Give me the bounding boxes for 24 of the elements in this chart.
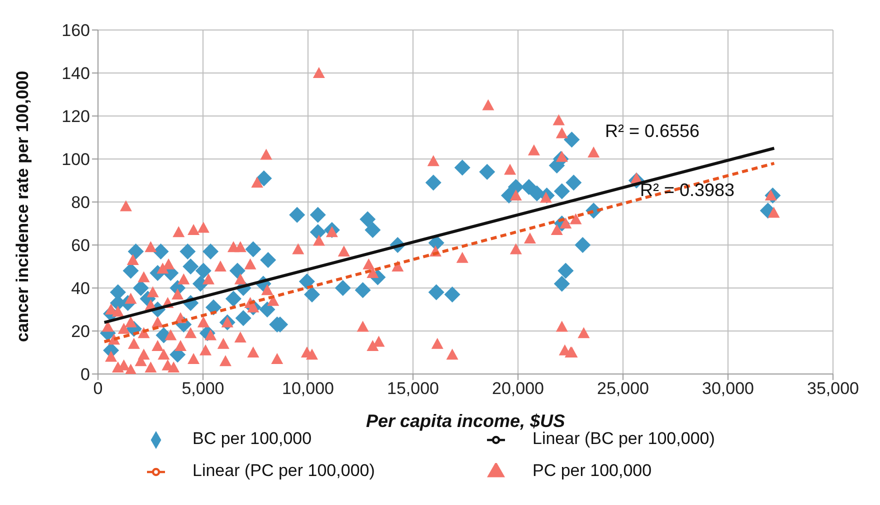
y-tick-label: 140 [62,64,90,84]
x-tick-label: 10,000 [282,379,334,398]
x-tick-label: 25,000 [597,379,649,398]
y-tick-label: 160 [62,21,90,40]
legend-label: Linear (BC per 100,000) [532,429,715,448]
y-tick-label: 120 [62,107,90,126]
x-tick-label: 0 [93,379,103,398]
x-tick-label: 20,000 [492,379,544,398]
annotation: R² = 0.6556 [605,121,700,142]
x-tick-label: 30,000 [702,379,754,398]
x-tick-label: 15,000 [387,379,439,398]
y-tick-label: 20 [71,322,90,342]
y-tick-label: 80 [71,193,90,212]
y-tick-label: 60 [71,236,90,256]
x-axis-title: Per capita income, $US [366,411,566,431]
legend-label: Linear (PC per 100,000) [192,461,375,480]
x-tick-label: 5,000 [182,379,224,398]
legend-label: BC per 100,000 [192,429,312,448]
y-axis-title: cancer incidence rate per 100,000 [13,70,32,342]
legend-label: PC per 100,000 [532,461,652,480]
y-tick-label: 0 [80,365,90,384]
x-tick-label: 35,000 [807,379,859,398]
y-tick-label: 40 [71,279,90,298]
y-tick-label: 100 [62,150,90,170]
